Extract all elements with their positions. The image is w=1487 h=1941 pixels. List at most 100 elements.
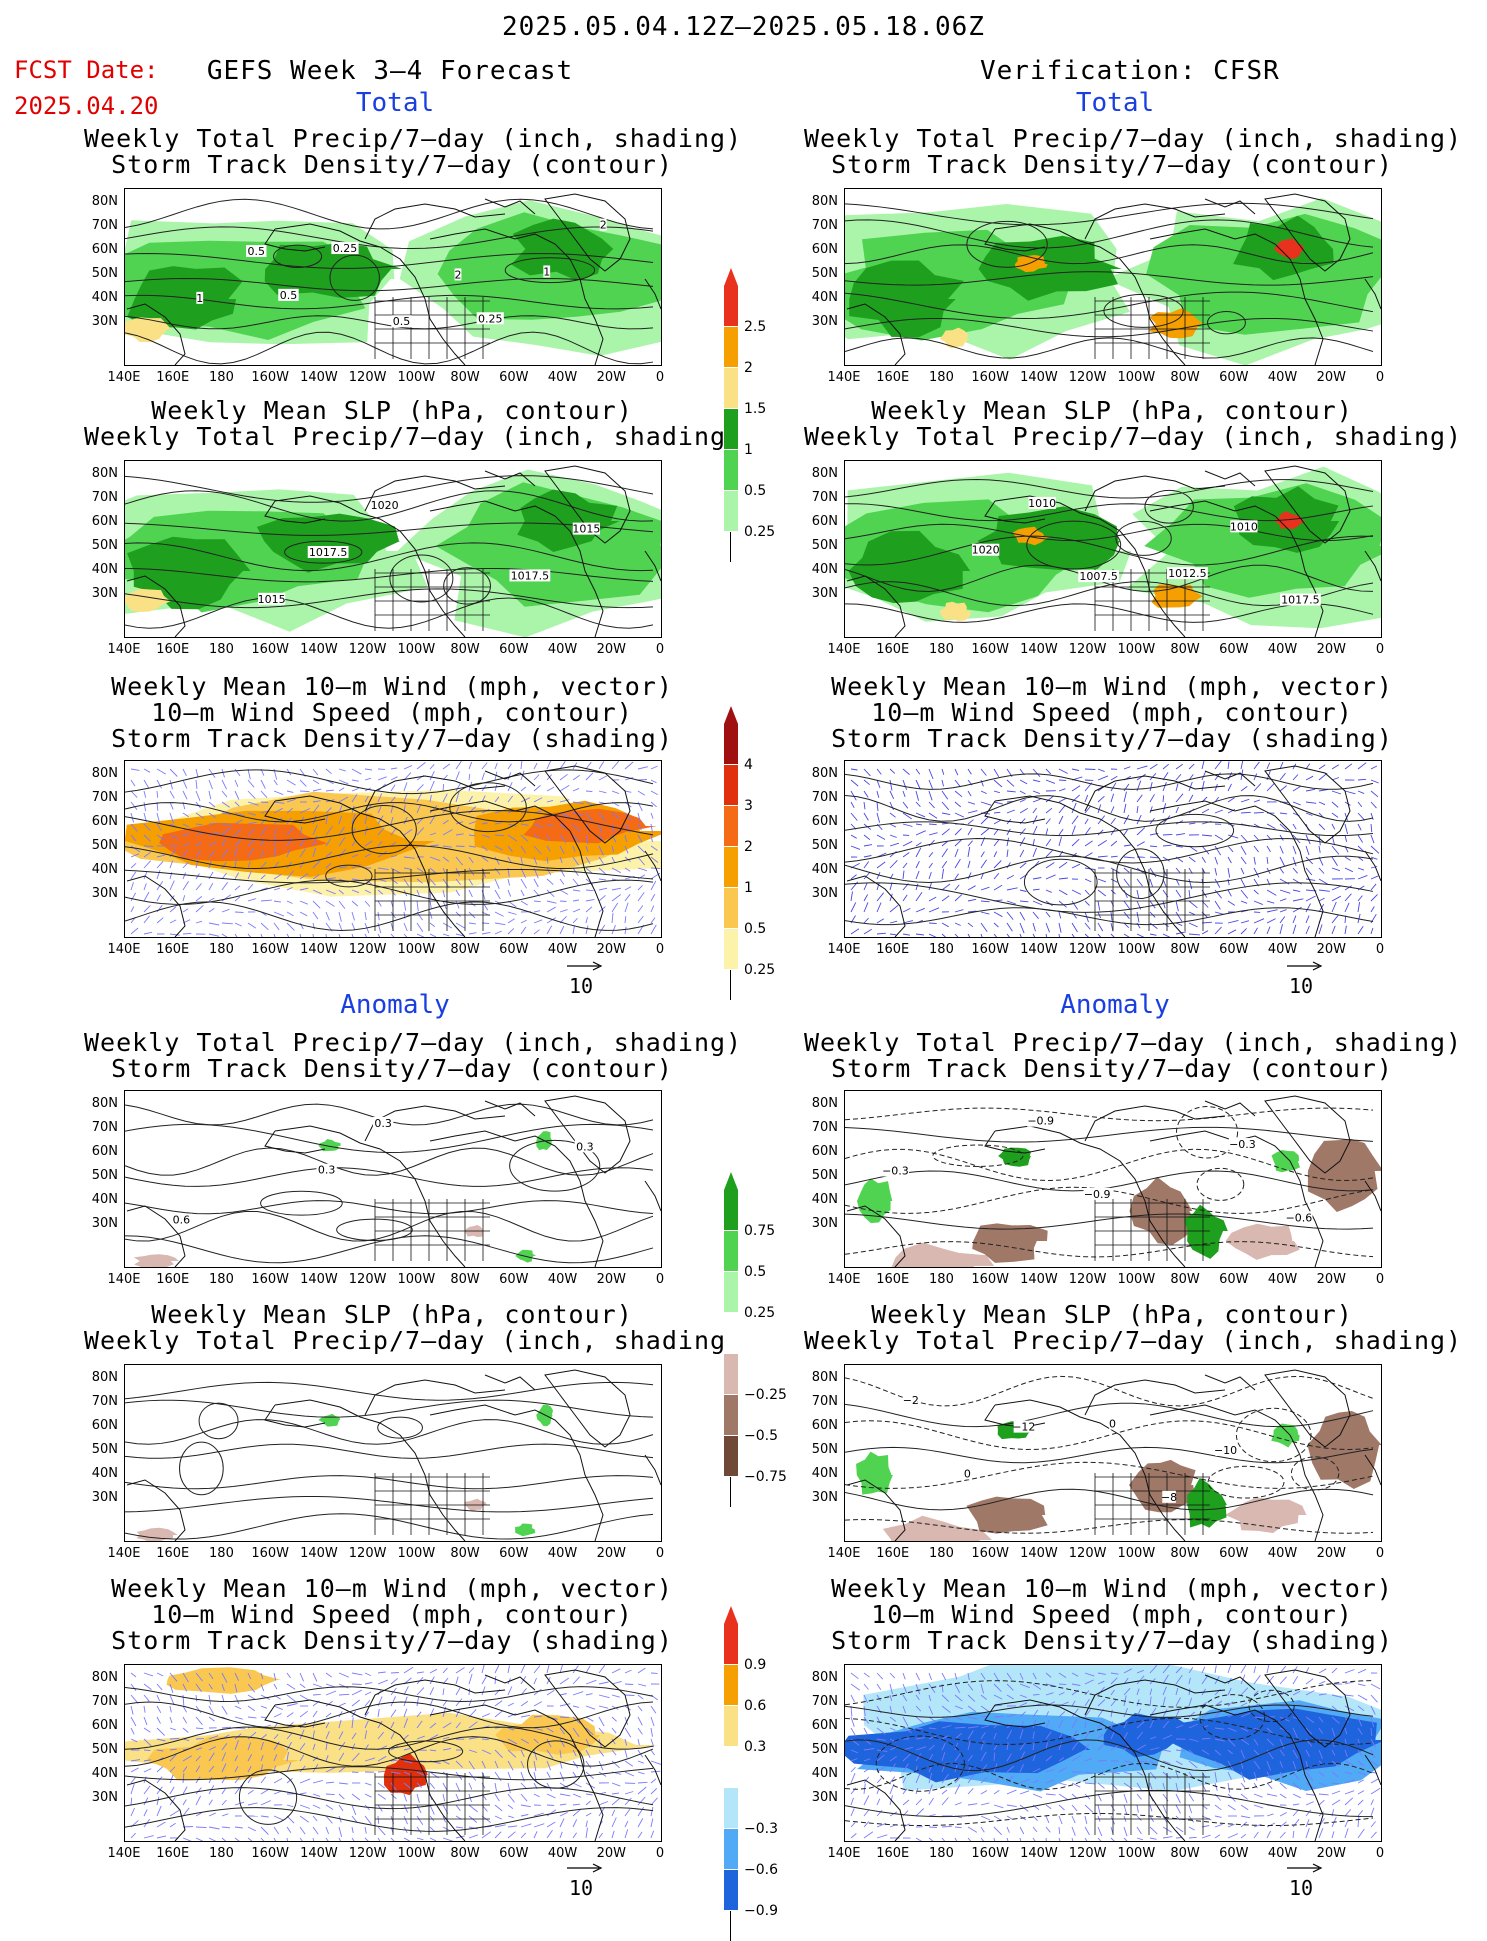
colorbar-label: 0.5 [744,1264,766,1280]
wind-vector [968,791,971,796]
wind-vector [1306,896,1316,901]
colorbar-label: 0.6 [744,1698,766,1714]
wind-vector [612,1783,620,1786]
longitude-label: 160E [873,942,913,957]
wind-vector [651,1750,655,1755]
wind-vector [313,780,319,784]
wind-vector [1033,889,1040,890]
wind-vector [313,1794,320,1796]
wind-vector [1358,1791,1364,1794]
colorbar-segment [724,1747,738,1788]
wind-vector [968,1804,977,1805]
wind-vector [222,1838,228,1841]
latitude-label: 70N [84,790,118,805]
wind-vector [625,1761,633,1766]
wind-vector [495,890,500,899]
wind-vector [1280,813,1287,814]
longitude-label: 160W [250,1546,290,1561]
wind-vector [1254,868,1259,877]
wind-vector [638,1739,639,1745]
wind-vector [339,1684,348,1688]
latitude-label: 40N [804,290,838,305]
wind-vector [890,769,895,773]
wind-vector [625,762,633,769]
contour-line [845,774,1373,790]
wind-vector [851,1808,854,1816]
wind-vector [651,766,658,769]
wind-vector [1371,1695,1378,1702]
wind-vector [864,856,871,858]
wind-vector [430,1816,434,1821]
wind-vector [560,1704,570,1706]
wind-vector [1358,802,1362,807]
wind-vector [508,890,511,897]
wind-vector [235,1717,243,1719]
wind-vector [534,1824,544,1827]
wind-vector [903,908,910,912]
wind-vector [261,1777,266,1783]
coastline-segment [1150,801,1323,937]
wind-vector [144,1769,151,1772]
wind-vector [1137,934,1144,937]
wind-vector [851,813,857,821]
wind-vector [890,791,894,799]
latitude-label: 80N [84,1670,118,1685]
contour-label: 0.25 [333,242,358,255]
wind-vector [508,1703,514,1706]
contour-label: 1 [543,265,550,278]
wind-vector [1228,868,1230,878]
wind-vector [1124,792,1127,802]
wind-vector [352,780,359,781]
wind-vector [981,852,984,857]
wind-vector [495,1772,501,1781]
wind-vector [456,1783,460,1792]
wind-vector [1228,879,1229,885]
wind-vector [942,849,948,857]
wind-vector [929,852,933,857]
wind-vector [456,846,465,847]
wind-vector [378,1783,385,1788]
wind-vector [942,934,950,937]
wind-vector [994,1790,999,1794]
wind-vector [1176,1794,1180,1803]
wind-vector [1189,934,1200,935]
longitude-label: 140W [299,1272,339,1287]
wind-vector [287,934,291,937]
wind-vector [1072,923,1078,932]
wind-vector [261,1816,269,1817]
wind-vector [1215,835,1223,840]
wind-vector [430,901,431,909]
wind-vector [1111,794,1114,802]
wind-vector [417,1827,421,1833]
wind-vector [417,1672,424,1673]
wind-vector [508,1805,513,1809]
colorbar-segment [724,286,738,327]
wind-vector [916,1838,923,1841]
contour-label: −0.6 [1286,1211,1313,1224]
wind-vector [1176,794,1183,802]
wind-vector [1280,1794,1286,1798]
wind-vector [508,912,517,915]
shading-region [1184,1205,1228,1259]
wind-vector [1150,901,1155,908]
wind-vector [547,1772,550,1778]
wind-vector [851,1684,860,1690]
wind-vector [157,1706,161,1713]
shading-region [134,1254,179,1267]
forecast-map-panel [124,760,662,938]
wind-vector [1150,879,1153,887]
wind-vector [1241,1816,1250,1818]
wind-vector [300,934,302,937]
wind-vector [170,791,174,798]
wind-vector [573,925,575,934]
wind-vector [560,1794,570,1796]
wind-vector [417,1794,419,1803]
wind-vector [313,1827,318,1834]
wind-vector [495,1805,502,1811]
wind-vector [495,912,504,916]
wind-vector [560,890,568,894]
latitude-label: 30N [84,314,118,329]
wind-vector [547,879,553,885]
wind-vector [274,1827,279,1834]
wind-vector [955,780,961,787]
